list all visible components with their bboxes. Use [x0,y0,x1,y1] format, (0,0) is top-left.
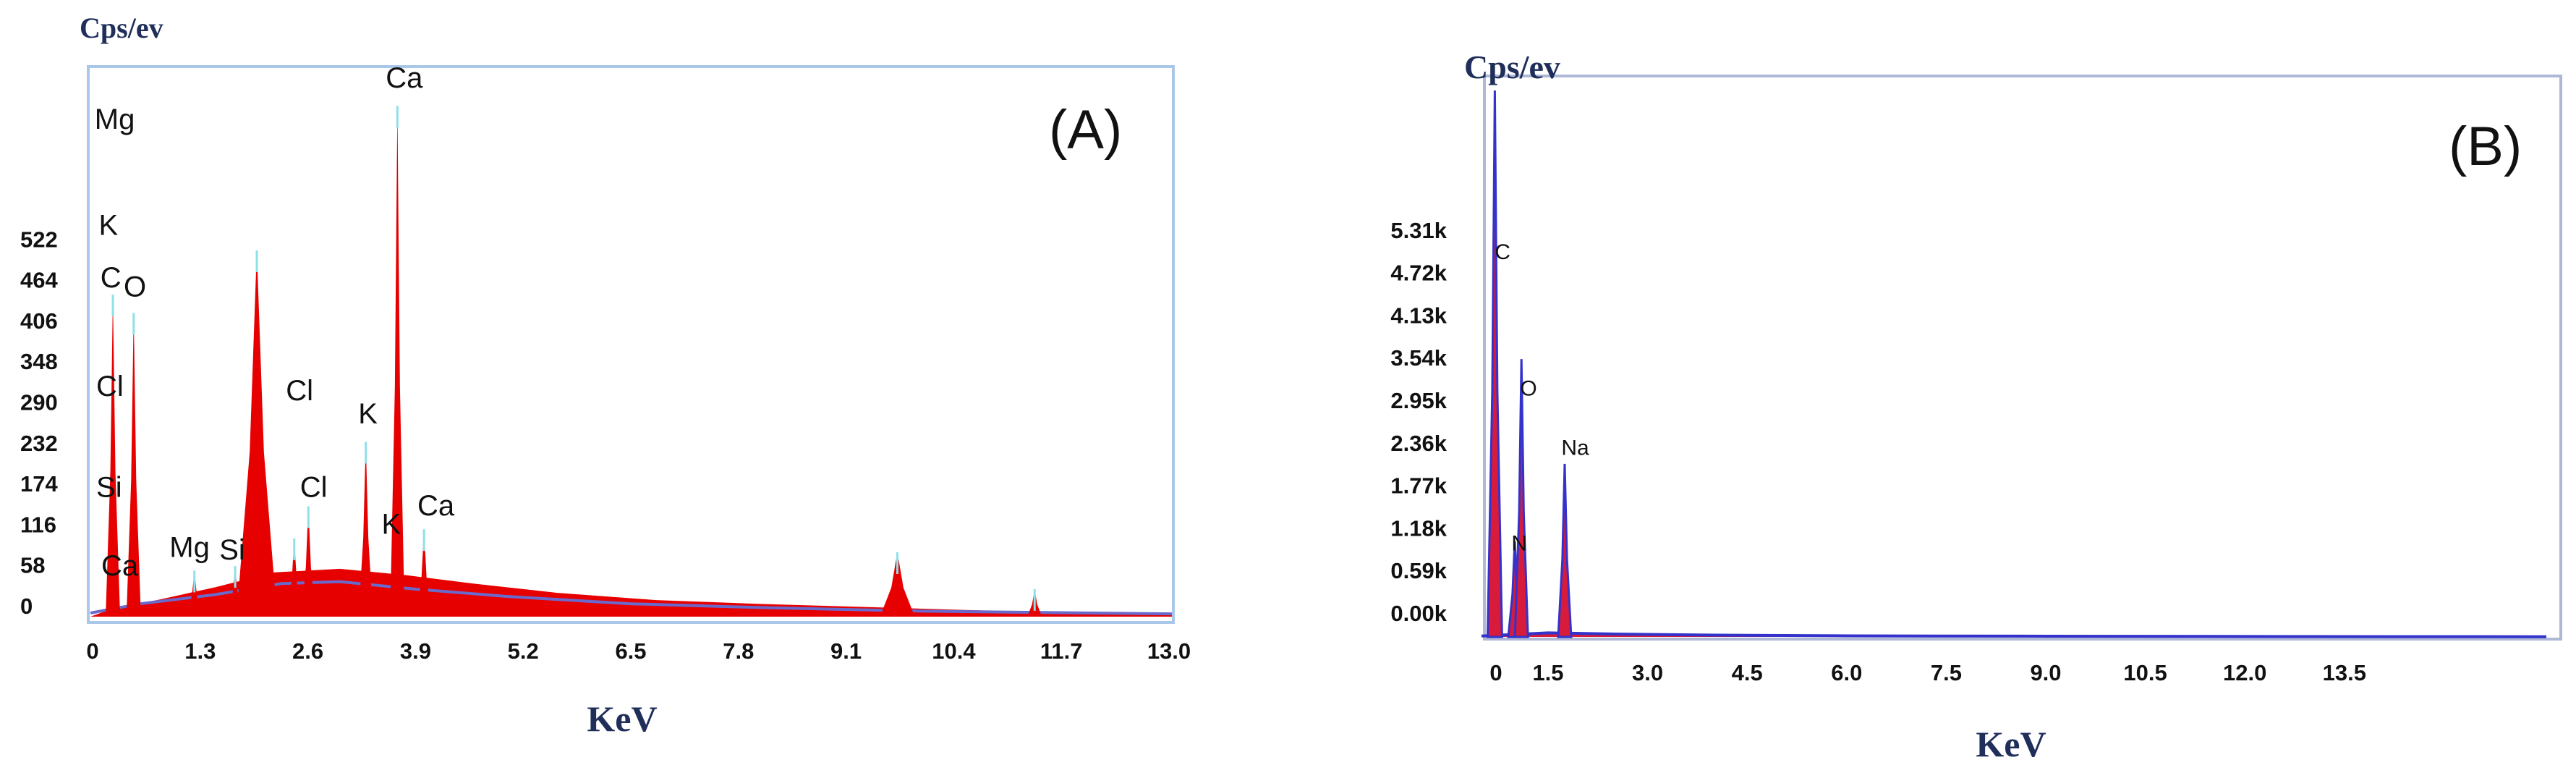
spectrum-peak [1557,463,1573,638]
spectrum-peak [126,313,141,617]
x-tick-label: 13.0 [1147,638,1191,664]
baseline-curve [90,580,1173,616]
y-tick-label: 4.72k [1390,261,1447,286]
y-tick-label: 0.59k [1390,558,1447,583]
element-label: Ca [386,62,423,94]
y-tick-label: 4.13k [1390,303,1447,328]
spectrum-peak [301,506,316,617]
x-tick-label: 3.0 [1632,660,1663,685]
element-label: Si [96,472,122,504]
x-tick-label: 6.5 [615,638,646,664]
element-label: Si [219,534,245,566]
y-tick-label: 348 [20,349,58,374]
y-tick-label: 522 [20,227,58,252]
y-tick-label: 5.31k [1390,218,1447,243]
element-label: Mg [169,531,210,563]
element-label: K [99,209,119,241]
element-label: K [382,509,401,541]
panel-a-ylabel: Cps/ev [80,12,163,44]
y-tick-label: 3.54k [1390,345,1447,371]
y-tick-label: 0 [20,594,33,619]
panel-a-plot-frame [87,65,1175,624]
panel-a: Cps/ev (A) 0 58 116 174 232 290 348 406 464 522 0… [20,12,1191,739]
panel-b-plot-frame [1483,75,2562,641]
y-tick-label: 1.18k [1390,515,1447,541]
element-label: Ca [101,550,139,582]
x-tick-label: 4.5 [1732,660,1763,685]
panel-b-spectrum [1481,90,2547,638]
element-label: O [124,271,146,303]
element-label: Na [1561,436,1589,460]
x-tick-label: 7.8 [723,638,754,664]
y-tick-label: 58 [20,553,45,578]
x-tick-label: 0 [1489,660,1502,685]
spectrum-peak [880,552,915,617]
spectrum-peak [187,570,202,617]
y-tick-label: 2.36k [1390,431,1447,456]
panel-b-xlabel: KeV [1976,724,2046,764]
panel-b-label: (B) [2449,116,2522,177]
spectrum-peak [237,250,277,617]
panel-a-x-tick-labels: 0 1.3 2.6 3.9 5.2 6.5 7.8 9.1 10.4 11.7 13.0 [86,638,1191,664]
spectrum-peak [390,106,405,617]
x-tick-label: 9.0 [2030,660,2061,685]
panel-a-spectrum [90,106,1173,617]
y-tick-label: 1.77k [1390,473,1447,499]
spectrum-peak [1486,90,1503,638]
x-tick-label: 13.5 [2323,660,2366,685]
element-label: Mg [95,104,135,135]
spectrum-peak [358,442,373,617]
element-label: Ca [417,490,455,522]
x-tick-label: 5.2 [508,638,539,664]
spectrum-peak [1513,359,1529,638]
element-label: Cl [300,472,328,504]
x-tick-label: 6.0 [1831,660,1862,685]
x-tick-label: 0 [86,638,98,664]
spectrum-peak [417,529,432,617]
y-tick-label: 290 [20,390,58,415]
element-label: C [101,262,122,294]
x-tick-label: 10.5 [2123,660,2167,685]
panel-a-y-tick-labels: 0 58 116 174 232 290 348 406 464 522 [20,227,58,619]
panel-b-element-labels: C O Na N [1495,240,1589,556]
element-label: Cl [286,375,313,407]
y-tick-label: 0.00k [1390,601,1447,626]
panel-b-x-tick-labels: 0 1.5 3.0 4.5 6.0 7.5 9.0 10.5 12.0 13.5 [1489,660,2366,685]
x-tick-label: 12.0 [2223,660,2266,685]
x-tick-label: 2.6 [292,638,323,664]
y-tick-label: 174 [20,471,58,497]
element-label: O [1520,377,1536,401]
y-tick-label: 232 [20,431,58,456]
y-tick-label: 406 [20,308,58,334]
panel-b-y-tick-labels: 0.00k 0.59k 1.18k 1.77k 2.36k 2.95k 3.54k 4.13k… [1390,218,1447,626]
y-tick-label: 2.95k [1390,388,1447,413]
panel-a-label: (A) [1049,99,1122,161]
element-label: C [1495,240,1510,264]
spectrum-peak [106,295,121,617]
panel-b-ylabel: Cps/ev [1464,48,1560,85]
x-tick-label: 9.1 [830,638,862,664]
y-tick-label: 116 [20,512,56,537]
x-tick-label: 7.5 [1931,660,1962,685]
element-label: N [1511,531,1527,555]
panel-a-xlabel: KeV [587,698,657,739]
x-tick-label: 11.7 [1040,638,1083,664]
y-tick-label: 464 [20,268,58,293]
panel-b: Cps/ev (B) 0.00k 0.59k 1.18k 1.77k 2.36k 2.95… [1390,48,2562,764]
x-tick-label: 10.4 [932,638,976,664]
x-tick-label: 3.9 [400,638,431,664]
x-tick-label: 1.3 [184,638,216,664]
spectrum-peak [286,538,302,617]
element-label: K [358,398,378,430]
x-tick-label: 1.5 [1532,660,1563,685]
element-label: Cl [96,371,124,402]
